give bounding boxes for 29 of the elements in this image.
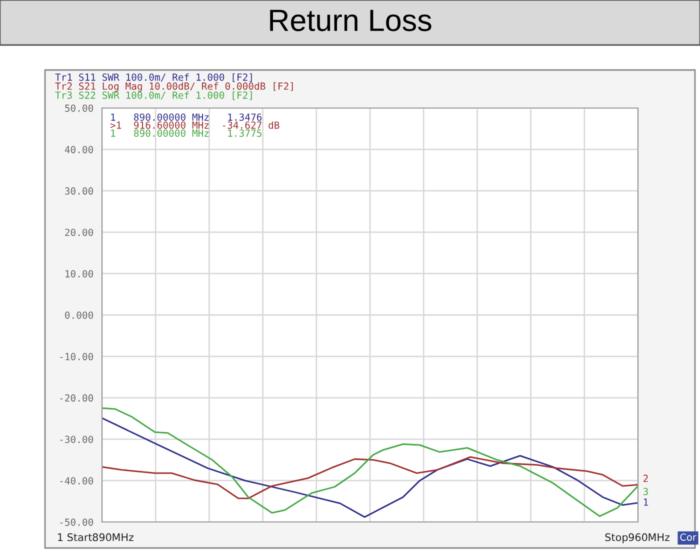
- y-tick-label: -50.00: [60, 518, 94, 526]
- y-tick-label: -30.00: [60, 436, 94, 444]
- annotation: >1 916.60000 MHz -34.627 dB: [110, 121, 280, 129]
- y-tick-label: 0.000: [65, 312, 94, 319]
- annotation: 1 890.00000 MHz 1.3476: [111, 113, 262, 121]
- x-tick-label: 960: [628, 533, 648, 542]
- text: MHz: [648, 533, 670, 542]
- y-tick-label: -10.00: [60, 352, 94, 360]
- text: Tr3 S22 SWR 100.0m/ Ref 1.000 [F2]: [55, 91, 252, 100]
- annotation: 1 890.00000 MHz 1.3775: [111, 129, 262, 137]
- y-tick-label: 50.00: [65, 104, 94, 112]
- text: 1 Start: [58, 533, 92, 542]
- text: Tr1 S11 SWR 100.0m/ Ref 1.000 [F2]: [55, 73, 252, 82]
- text: 3: [643, 488, 648, 496]
- y-tick-label: -20.00: [60, 394, 94, 402]
- line-series: [102, 456, 638, 500]
- y-tick-label: 10.00: [66, 270, 94, 278]
- y-tick-label: 30.00: [65, 187, 94, 195]
- text: Cor: [680, 533, 696, 541]
- y-tick-label: -40.00: [60, 477, 94, 484]
- text: Tr2 S21 Log Mag 10.00dB/ Ref 0.000dB [F2]: [55, 82, 293, 92]
- chart-title: Return Loss: [270, 10, 432, 32]
- text: Stop: [605, 533, 628, 544]
- x-tick-label: 890: [92, 533, 112, 542]
- y-tick-label: 40.00: [64, 146, 94, 154]
- text: 1: [644, 498, 648, 506]
- y-tick-label: 20.00: [65, 228, 94, 236]
- text: MHz: [112, 533, 134, 542]
- text: 2: [644, 474, 648, 482]
